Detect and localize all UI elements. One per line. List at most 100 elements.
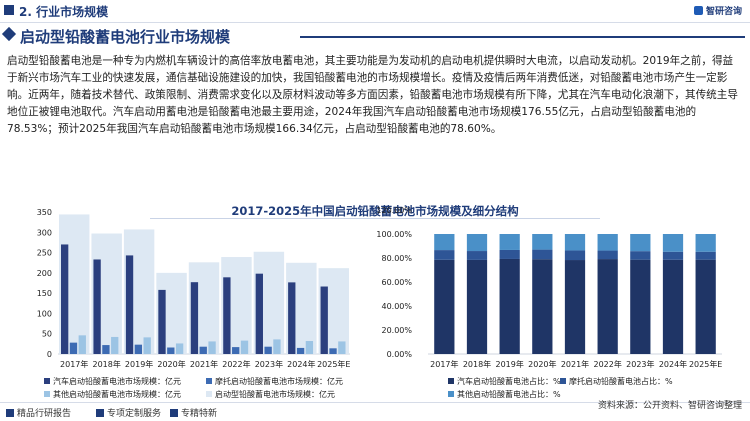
right-x-tick-label: 2019年 [495, 359, 523, 369]
left-y-tick-label: 250 [37, 249, 52, 258]
legend-label-total: 启动型铅酸蓄电池市场规模：亿元 [215, 390, 335, 399]
series-bar-other [273, 339, 281, 354]
specialized-icon [170, 409, 178, 417]
left-x-tick-label: 2021年 [190, 359, 218, 369]
series-bar-car [61, 244, 69, 354]
legend-swatch-share-car [448, 378, 454, 384]
footer-item-specialized-label: 专精特新 [181, 409, 218, 419]
share-bar-moto [564, 250, 586, 261]
custom-service-icon [96, 409, 104, 417]
series-bar-car [125, 255, 134, 354]
share-bar-car [499, 258, 520, 354]
share-bar-moto [434, 250, 455, 260]
legend-label-share-moto: 摩托启动铅酸蓄电池占比：% [569, 377, 673, 386]
left-y-tick-label: 150 [37, 289, 52, 298]
left-x-tick-label: 2018年 [92, 359, 120, 369]
series-bar-car [255, 273, 263, 354]
left-x-tick-label: 2019年 [125, 359, 153, 369]
right-y-tick-label: 120.00% [376, 206, 412, 215]
series-bar-car [320, 286, 328, 354]
share-bar-other [564, 234, 586, 251]
share-bar-other [695, 234, 716, 252]
title-divider [300, 36, 745, 38]
top-bar: 2. 行业市场规模 智研咨询 [0, 0, 750, 23]
right-x-tick-label: 2022年 [593, 359, 621, 369]
legend-item-other: 其他启动铅酸蓄电池市场规模：亿元 [44, 389, 181, 400]
share-bar-other [597, 234, 618, 251]
share-bar-moto [630, 251, 651, 260]
right-x-tick-label: 2024年 [659, 359, 687, 369]
series-bar-moto [134, 344, 143, 354]
right-x-tick-label: 2017年 [430, 359, 458, 369]
share-bar-moto [532, 249, 553, 260]
series-bar-moto [329, 348, 337, 354]
left-y-tick-label: 350 [37, 208, 52, 217]
share-bar-moto [597, 250, 618, 260]
share-bar-moto [695, 251, 716, 260]
right-x-tick-label: 2021年 [561, 359, 589, 369]
legend-label-other: 其他启动铅酸蓄电池市场规模：亿元 [53, 390, 181, 399]
chart-heading: 2017-2025年中国启动铅酸蓄电池市场规模及细分结构 [231, 204, 519, 218]
share-bar-car [662, 259, 684, 354]
right-y-tick-label: 80.00% [381, 254, 412, 263]
footer-item-reports-label: 精品行研报告 [17, 409, 72, 419]
share-bar-car [597, 259, 618, 354]
footer-item-specialized[interactable]: 专精特新 [170, 406, 217, 419]
series-bar-other [338, 341, 346, 354]
source-note: 资料来源：公开资料、智研咨询整理 [597, 401, 742, 411]
right-y-tick-label: 60.00% [381, 278, 412, 287]
legend-label-share-other: 其他启动铅酸蓄电池占比：% [457, 390, 561, 399]
section-title: 2. 行业市场规模 [19, 5, 109, 19]
legend-swatch-total [206, 391, 212, 397]
share-bar-moto [466, 251, 488, 260]
share-bar-other [466, 234, 488, 252]
left-y-tick-label: 50 [42, 330, 52, 339]
left-x-tick-label: 2025年E [317, 359, 350, 369]
section-marker-icon [4, 5, 14, 15]
footer-item-custom[interactable]: 专项定制服务 [96, 406, 161, 419]
share-bar-car [434, 259, 455, 354]
share-bar-moto [662, 251, 684, 260]
share-bar-car [695, 259, 716, 354]
share-bar-other [499, 234, 520, 250]
share-bar-other [532, 234, 553, 250]
right-y-tick-label: 20.00% [381, 326, 412, 335]
series-bar-other [143, 337, 151, 354]
series-bar-moto [296, 347, 305, 354]
series-bar-other [175, 343, 184, 354]
brand-mark-icon [693, 6, 703, 15]
legend-label-moto: 摩托启动铅酸蓄电池市场规模：亿元 [215, 377, 343, 386]
right-y-tick-label: 0.00% [387, 350, 413, 359]
series-bar-other [78, 335, 86, 354]
brand-name: 智研咨询 [705, 7, 742, 17]
series-bar-car [223, 277, 231, 354]
share-bar-car [564, 260, 586, 354]
brand-logo: 智研咨询 [693, 4, 742, 17]
page-title: 启动型铅酸蓄电池行业市场规模 [20, 28, 231, 46]
share-bar-moto [499, 249, 520, 259]
series-bar-moto [264, 346, 272, 354]
legend-label-car: 汽车启动铅酸蓄电池市场规模：亿元 [53, 377, 181, 386]
legend-item-car: 汽车启动铅酸蓄电池市场规模：亿元 [44, 376, 181, 387]
series-bar-moto [102, 345, 110, 354]
footer-item-reports[interactable]: 精品行研报告 [6, 406, 71, 419]
legend-item-moto: 摩托启动铅酸蓄电池市场规模：亿元 [206, 376, 343, 387]
footer-bar: 精品行研报告 专项定制服务 专精特新 [0, 402, 750, 421]
left-y-tick-label: 100 [37, 309, 52, 318]
legend-item-share-moto: 摩托启动铅酸蓄电池占比：% [560, 376, 673, 387]
legend-label-share-car: 汽车启动铅酸蓄电池占比：% [457, 377, 561, 386]
series-bar-moto [199, 346, 207, 354]
legend-swatch-other [44, 391, 50, 397]
left-x-tick-label: 2017年 [60, 359, 88, 369]
series-bar-moto [69, 342, 78, 354]
share-bar-car [630, 259, 651, 354]
series-bar-moto [232, 347, 240, 354]
legend-swatch-moto [206, 378, 212, 384]
right-x-tick-label: 2020年 [528, 359, 556, 369]
left-x-tick-label: 2024年 [287, 359, 315, 369]
series-bar-other [111, 336, 119, 354]
legend-item-total: 启动型铅酸蓄电池市场规模：亿元 [206, 389, 335, 400]
legend-swatch-car [44, 378, 50, 384]
right-y-tick-label: 100.00% [376, 230, 412, 239]
